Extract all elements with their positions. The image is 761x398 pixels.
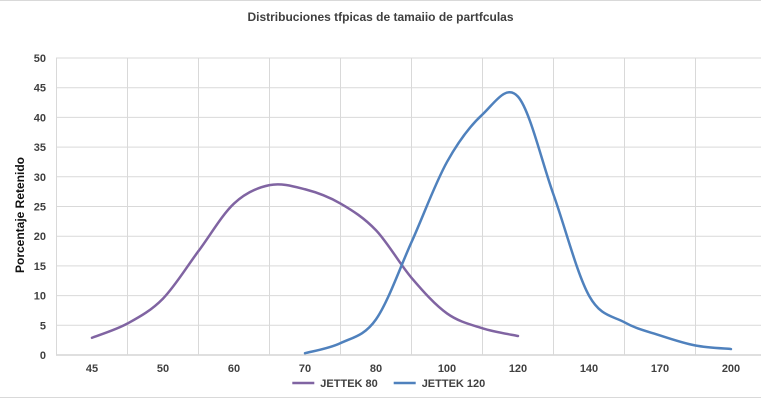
legend: JETTEK 80 JETTEK 120 <box>292 378 485 390</box>
y-tick-label: 40 <box>34 112 46 124</box>
series-line-jettek-80 <box>90 183 520 340</box>
y-tick-label: 20 <box>34 231 46 243</box>
x-tick-label: 60 <box>228 363 240 375</box>
y-tick-label: 25 <box>34 202 46 214</box>
series-line-jettek-120 <box>303 90 733 355</box>
chart-title: Distribuciones tfpicas de tamaiio de par… <box>247 10 514 24</box>
y-tick-label: 35 <box>34 142 46 154</box>
x-tick-label: 100 <box>438 363 456 375</box>
x-tick-label: 120 <box>509 363 527 375</box>
y-tick-label: 30 <box>34 172 46 184</box>
x-tick-label: 45 <box>86 363 98 375</box>
y-axis-title: Porcentaje Retenido <box>13 157 27 273</box>
series-layer <box>90 90 733 355</box>
x-tick-label: 80 <box>370 363 382 375</box>
legend-label: JETTEK 120 <box>422 378 486 390</box>
x-tick-label: 200 <box>722 363 740 375</box>
grid-layer <box>56 57 761 356</box>
legend-label: JETTEK 80 <box>320 378 377 390</box>
x-tick-label: 170 <box>651 363 669 375</box>
x-tick-label: 140 <box>580 363 598 375</box>
y-tick-label: 45 <box>34 83 46 95</box>
frame-top-border <box>0 0 761 1</box>
label-layer: 0 5 10 15 20 25 30 35 40 45 50 45 50 60 70 80 100 120 140 1… <box>34 53 740 375</box>
y-tick-label: 50 <box>34 53 46 65</box>
x-tick-label: 50 <box>157 363 169 375</box>
y-tick-label: 15 <box>34 261 46 273</box>
y-tick-label: 10 <box>34 291 46 303</box>
y-tick-label: 0 <box>40 350 46 362</box>
y-tick-label: 5 <box>40 320 46 332</box>
x-tick-label: 70 <box>299 363 311 375</box>
